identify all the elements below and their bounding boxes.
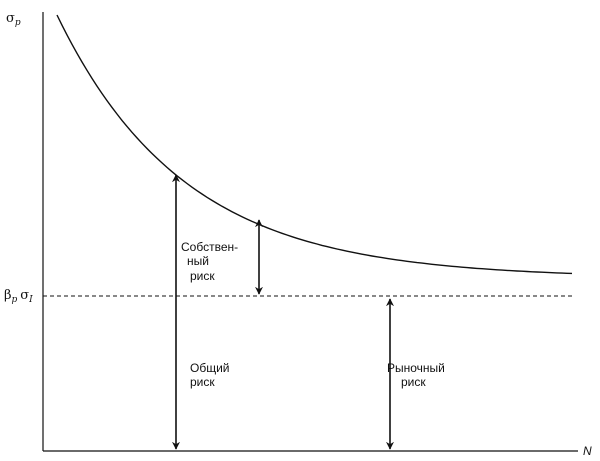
y-axis-label: σp [6,11,21,28]
unsystematic-risk-label: риск [190,269,215,283]
total-risk-label: риск [190,375,215,389]
market-risk-label: риск [401,375,426,389]
market-level-label: βp σI [4,288,33,305]
total-risk-label: Общий [190,361,230,375]
x-axis-label: N [583,444,592,458]
unsystematic-risk-label: Собствен- [181,240,238,254]
market-risk-label: Рыночный [387,361,445,375]
risk-curve [56,14,573,275]
unsystematic-risk-label: ный [187,254,209,268]
